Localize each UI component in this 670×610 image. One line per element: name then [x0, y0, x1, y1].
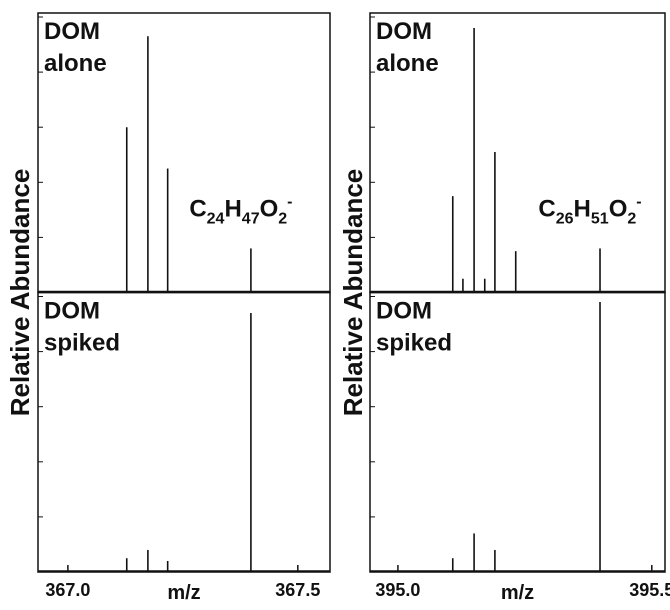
formula-part: 51: [591, 210, 609, 227]
x-tick-label: 395.5: [629, 580, 670, 600]
panel-label: spiked: [376, 330, 452, 357]
formula-part: H: [224, 195, 241, 222]
formula-part: -: [636, 193, 641, 210]
x-tick-label: 395.0: [375, 580, 420, 600]
formula-part: -: [287, 193, 292, 210]
formula-part: H: [574, 195, 591, 222]
x-axis-label: m/z: [501, 582, 534, 604]
panel-frame: [37, 291, 331, 573]
x-tick-label: 367.0: [45, 580, 90, 600]
panel-label: alone: [44, 50, 107, 77]
formula-part: 24: [207, 210, 225, 227]
formula-part: 47: [242, 210, 260, 227]
panel-label: DOM: [44, 298, 100, 325]
y-axis-label: Relative Abundance: [5, 169, 35, 417]
x-axis-label: m/z: [167, 582, 200, 604]
x-tick-label: 367.5: [275, 580, 320, 600]
formula-part: C: [538, 195, 555, 222]
formula-part: 2: [627, 210, 636, 227]
formula-annotation: C26H51O2-: [538, 193, 641, 227]
formula-part: O: [260, 195, 279, 222]
formula-part: O: [609, 195, 628, 222]
panel-label: DOM: [376, 18, 432, 45]
panel-label: spiked: [44, 330, 120, 357]
formula-part: C: [189, 195, 206, 222]
formula-part: 26: [556, 210, 574, 227]
formula-part: 2: [278, 210, 287, 227]
panel-label: DOM: [376, 298, 432, 325]
panel-label: DOM: [44, 18, 100, 45]
panel-label: alone: [376, 50, 439, 77]
formula-annotation: C24H47O2-: [189, 193, 292, 227]
panel-frame: [369, 291, 666, 573]
y-axis-label: Relative Abundance: [338, 169, 368, 417]
